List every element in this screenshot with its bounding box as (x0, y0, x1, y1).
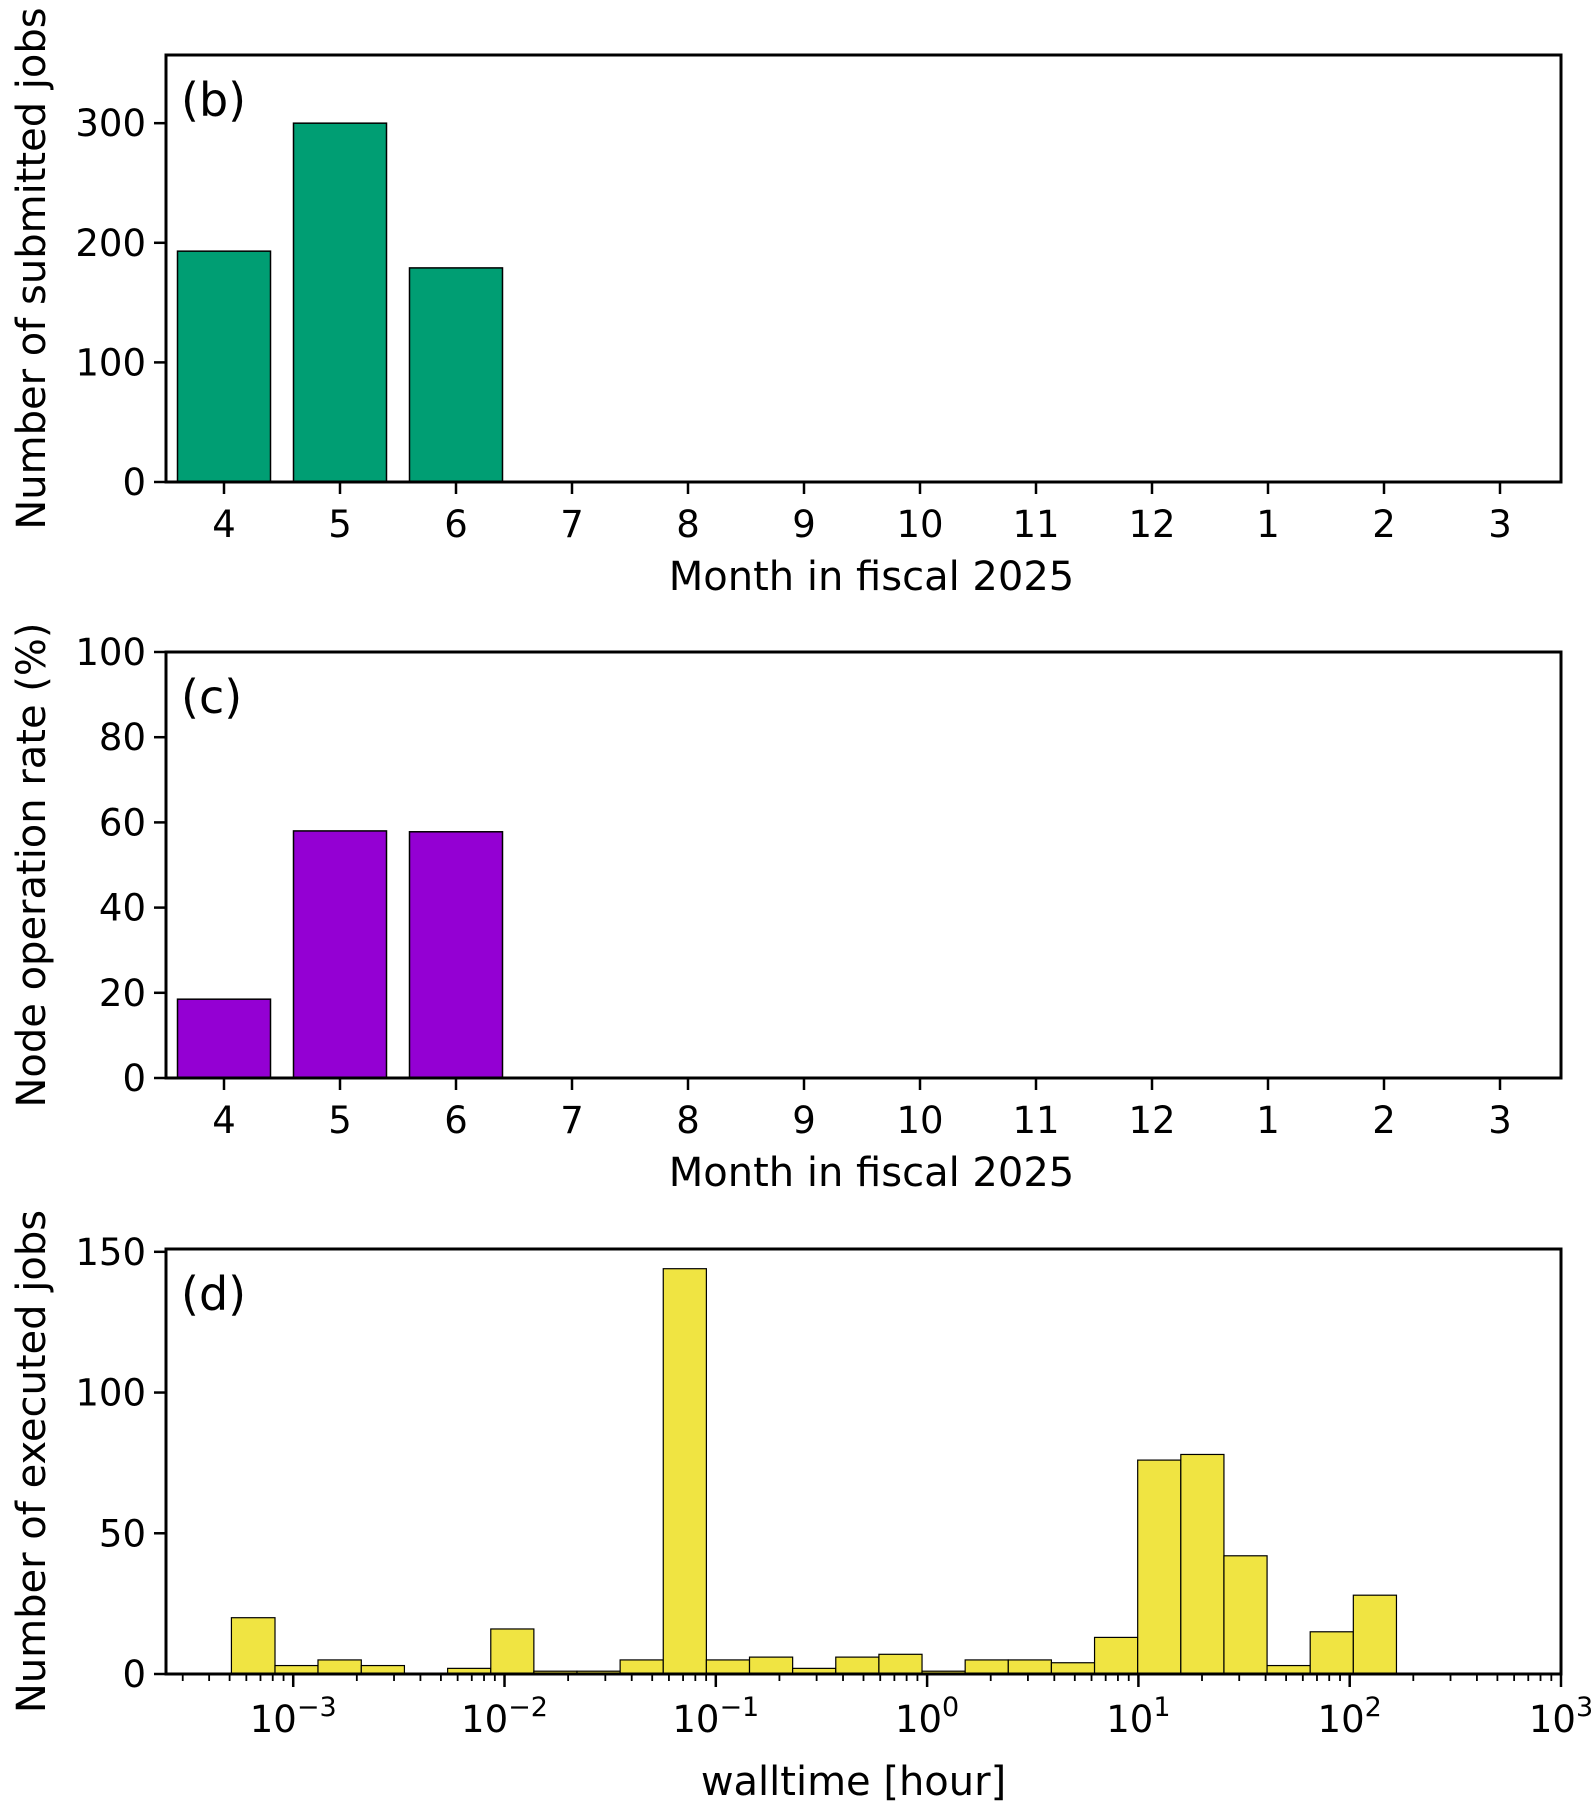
x-tick-label-d-4: 101 (1106, 1692, 1170, 1741)
tick-base: 10 (250, 1698, 297, 1741)
hist-bar-d-0 (230, 1617, 276, 1675)
x-tick-label-b-4: 4 (212, 503, 236, 546)
x-tick-label-b-7: 7 (560, 503, 584, 546)
hist-bar-d-14 (835, 1656, 880, 1675)
bar-b-4 (176, 250, 272, 483)
tick-exponent: −3 (297, 1692, 337, 1723)
x-tick-label-c-3: 3 (1488, 1099, 1512, 1142)
y-tick-label-c-0: 0 (122, 1057, 146, 1100)
x-tick-label-b-10: 10 (896, 503, 943, 546)
panel-label-b: (b) (181, 73, 246, 127)
bar-b-5 (292, 122, 388, 483)
x-tick-label-b-12: 12 (1128, 503, 1175, 546)
plot-frame-d (164, 1247, 1563, 1676)
plot-frame-b (164, 53, 1563, 484)
x-tick-label-b-1: 1 (1256, 503, 1280, 546)
bar-c-4 (176, 998, 272, 1079)
y-axis-label-b: Number of submitted jobs (9, 7, 55, 529)
chart-panel-d: 10−3 10−2 10−1 100 101 102 103050100150Number … (9, 1210, 1593, 1803)
x-tick-label-d-0: 10−3 (250, 1692, 337, 1741)
x-tick-label-c-9: 9 (792, 1099, 816, 1142)
y-tick-label-d-3: 150 (75, 1231, 146, 1274)
hist-bar-d-19 (1050, 1662, 1096, 1675)
y-tick-label-b-2: 200 (75, 222, 146, 265)
tick-exponent: 1 (1153, 1692, 1170, 1723)
y-tick-label-c-2: 40 (99, 887, 146, 930)
x-tick-label-b-11: 11 (1012, 503, 1059, 546)
plot-frame-c (164, 650, 1563, 1080)
x-tick-label-c-6: 6 (444, 1099, 468, 1142)
x-tick-label-c-10: 10 (896, 1099, 943, 1142)
y-tick-label-c-3: 60 (99, 801, 146, 844)
tick-base: 10 (1106, 1698, 1153, 1741)
x-tick-label-c-12: 12 (1128, 1099, 1175, 1142)
x-axis-label-c: Month in fiscal 2025 (669, 1150, 1074, 1196)
x-tick-label-c-2: 2 (1372, 1099, 1396, 1142)
tick-exponent: 3 (1576, 1692, 1593, 1723)
y-axis-label-d: Number of executed jobs (9, 1210, 55, 1713)
bar-b-6 (408, 267, 504, 483)
x-tick-label-d-2: 10−1 (672, 1692, 759, 1741)
bar-c-5 (292, 830, 388, 1079)
y-axis-label-c: Node operation rate (%) (9, 622, 55, 1107)
bar-c-6 (408, 831, 504, 1079)
hist-bar-d-9 (619, 1659, 664, 1675)
hist-bar-d-6 (490, 1628, 535, 1675)
x-tick-label-d-1: 10−2 (461, 1692, 548, 1741)
panel-label-d: (d) (181, 1267, 246, 1321)
y-tick-label-b-3: 300 (75, 102, 146, 145)
x-tick-label-c-1: 1 (1256, 1099, 1280, 1142)
y-tick-label-b-0: 0 (122, 461, 146, 504)
hist-bar-d-10 (662, 1268, 707, 1675)
x-tick-label-d-5: 102 (1318, 1692, 1382, 1741)
x-axis-label-b: Month in fiscal 2025 (669, 554, 1074, 600)
x-tick-label-b-9: 9 (792, 503, 816, 546)
tick-exponent: 2 (1365, 1692, 1382, 1723)
y-tick-label-d-0: 0 (122, 1653, 146, 1696)
hist-bar-d-2 (317, 1659, 362, 1675)
y-tick-label-c-1: 20 (99, 972, 146, 1015)
hist-bar-d-17 (964, 1659, 1009, 1675)
hist-bar-d-11 (705, 1659, 751, 1675)
hist-bar-d-18 (1007, 1659, 1053, 1675)
y-tick-label-c-5: 100 (75, 631, 146, 674)
hist-bar-d-26 (1352, 1594, 1398, 1675)
x-tick-label-c-8: 8 (676, 1099, 700, 1142)
tick-base: 10 (461, 1698, 508, 1741)
tick-base: 10 (672, 1698, 719, 1741)
hist-bar-d-22 (1180, 1453, 1225, 1675)
x-tick-label-c-11: 11 (1012, 1099, 1059, 1142)
x-axis-label-d: walltime [hour] (701, 1759, 1006, 1803)
panel-label-c: (c) (181, 670, 242, 724)
x-tick-label-c-5: 5 (328, 1099, 352, 1142)
tick-exponent: −1 (719, 1692, 759, 1723)
y-tick-label-c-4: 80 (99, 716, 146, 759)
hist-bar-d-25 (1309, 1631, 1354, 1675)
tick-base: 10 (895, 1698, 942, 1741)
y-tick-label-d-2: 100 (75, 1372, 146, 1415)
tick-exponent: −2 (508, 1692, 548, 1723)
x-tick-label-c-7: 7 (560, 1099, 584, 1142)
hist-bar-d-20 (1093, 1636, 1139, 1675)
y-tick-label-d-1: 50 (99, 1512, 146, 1555)
tick-exponent: 0 (942, 1692, 959, 1723)
hist-bar-d-15 (878, 1653, 923, 1675)
x-tick-label-c-4: 4 (212, 1099, 236, 1142)
hist-bar-d-23 (1223, 1555, 1268, 1675)
x-tick-label-b-5: 5 (328, 503, 352, 546)
x-tick-label-b-3: 3 (1488, 503, 1512, 546)
x-tick-label-d-6: 103 (1529, 1692, 1593, 1741)
hist-bar-d-21 (1137, 1459, 1182, 1675)
x-tick-label-b-2: 2 (1372, 503, 1396, 546)
hist-bar-d-12 (748, 1656, 794, 1675)
x-tick-label-b-8: 8 (676, 503, 700, 546)
tick-base: 10 (1529, 1698, 1576, 1741)
y-tick-label-b-1: 100 (75, 341, 146, 384)
x-tick-label-b-6: 6 (444, 503, 468, 546)
tick-base: 10 (1318, 1698, 1365, 1741)
x-tick-label-d-3: 100 (895, 1692, 959, 1741)
